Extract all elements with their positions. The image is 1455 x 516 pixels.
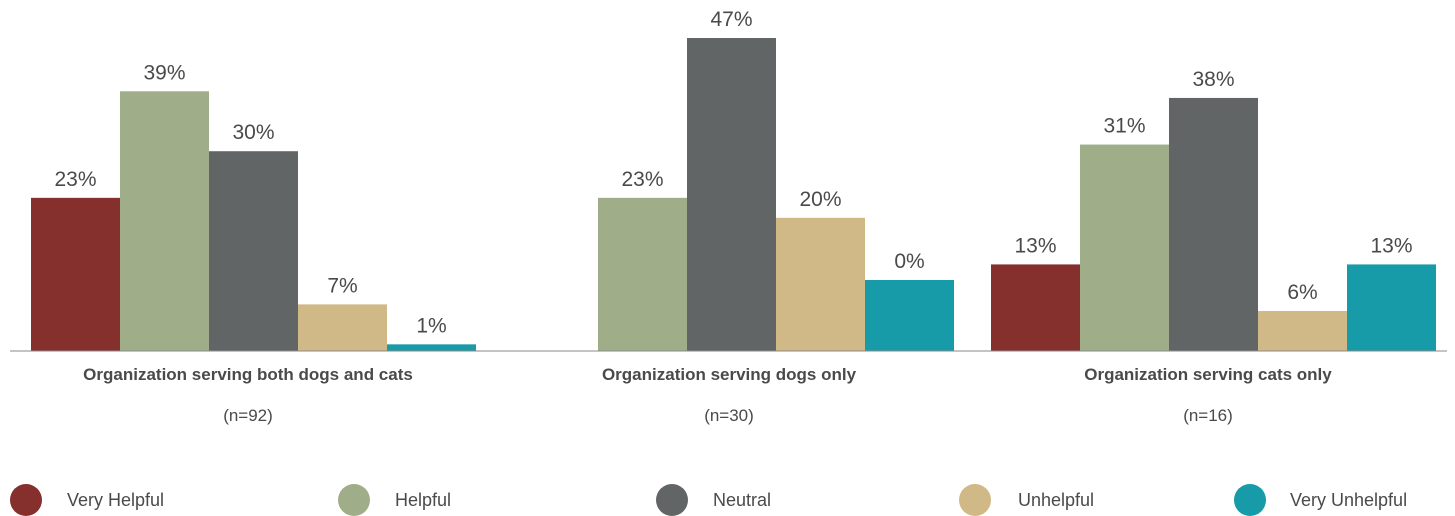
value-label: 6%	[1287, 281, 1317, 304]
value-label: 47%	[710, 8, 752, 31]
bar-very-helpful-group-1	[31, 197, 120, 351]
value-label: 1%	[416, 314, 446, 337]
legend-swatch-very-helpful	[10, 484, 42, 516]
bar-helpful-group-3	[1080, 144, 1169, 351]
bar-unhelpful-group-1	[298, 304, 387, 351]
legend-swatch-unhelpful	[959, 484, 991, 516]
value-label: 23%	[621, 168, 663, 191]
bar-very-unhelpful-group-3	[1347, 264, 1436, 351]
value-label: 23%	[54, 168, 96, 191]
legend-swatch-very-unhelpful	[1234, 484, 1266, 516]
legend-swatch-neutral	[656, 484, 688, 516]
legend-label-very-helpful: Very Helpful	[67, 490, 164, 510]
bar-neutral-group-3	[1169, 97, 1258, 351]
legend-label-unhelpful: Unhelpful	[1018, 490, 1094, 510]
bar-very-unhelpful-group-2	[865, 280, 954, 351]
value-label: 13%	[1014, 234, 1056, 257]
category-label: Organization serving dogs only	[602, 365, 857, 384]
bar-helpful-group-2	[598, 197, 687, 351]
legend: Very Helpful Helpful Neutral Unhelpful Very …	[10, 484, 1407, 516]
sample-size-label: (n=30)	[704, 406, 754, 425]
sample-size-label: (n=16)	[1183, 406, 1233, 425]
value-label: 7%	[327, 274, 357, 297]
bar-helpful-group-1	[120, 91, 209, 351]
legend-label-helpful: Helpful	[395, 490, 451, 510]
category-labels-layer: Organization serving both dogs and cats (…	[83, 365, 1332, 425]
value-label: 0%	[894, 250, 924, 273]
legend-label-very-unhelpful: Very Unhelpful	[1290, 490, 1407, 510]
bar-very-helpful-group-3	[991, 264, 1080, 351]
category-label: Organization serving cats only	[1084, 365, 1332, 384]
bar-neutral-group-2	[687, 38, 776, 351]
value-label: 38%	[1192, 68, 1234, 91]
sample-size-label: (n=92)	[223, 406, 273, 425]
value-label: 30%	[232, 121, 274, 144]
value-labels-layer: 23% 39% 30% 7% 1% 23% 47% 20% 0% 13% 31% 38% 6% 13%	[54, 8, 1412, 337]
value-label: 39%	[143, 61, 185, 84]
bar-unhelpful-group-3	[1258, 311, 1347, 351]
bar-unhelpful-group-2	[776, 217, 865, 351]
value-label: 13%	[1370, 234, 1412, 257]
category-label: Organization serving both dogs and cats	[83, 365, 413, 384]
bars-layer	[31, 38, 1436, 351]
bar-very-unhelpful-group-1	[387, 344, 476, 351]
bar-neutral-group-1	[209, 151, 298, 351]
value-label: 31%	[1103, 115, 1145, 138]
legend-label-neutral: Neutral	[713, 490, 771, 510]
value-label: 20%	[799, 188, 841, 211]
legend-swatch-helpful	[338, 484, 370, 516]
